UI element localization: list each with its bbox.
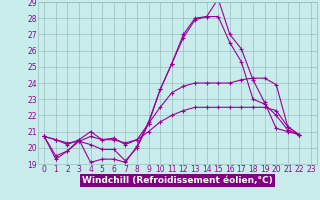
X-axis label: Windchill (Refroidissement éolien,°C): Windchill (Refroidissement éolien,°C): [82, 176, 273, 185]
